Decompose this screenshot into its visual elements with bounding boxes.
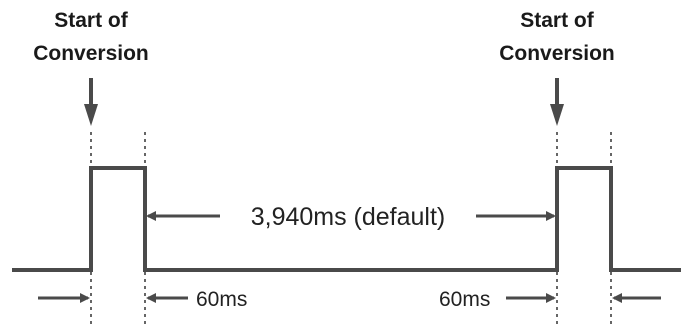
start-of-conversion-label-right-line2: Conversion (499, 42, 615, 65)
pulse-width-label-right: 60ms (439, 288, 490, 311)
start-of-conversion-label-left-line2: Conversion (33, 42, 149, 65)
signal-waveform (12, 166, 681, 272)
start-of-conversion-label-right-line1: Start of (520, 9, 595, 32)
pulse-width-label-left: 60ms (196, 288, 247, 311)
period-label: 3,940ms (default) (251, 203, 446, 231)
start-arrow-left-head (84, 104, 98, 126)
start-arrow-right-head (550, 104, 564, 126)
start-of-conversion-label-left-line1: Start of (54, 9, 129, 32)
